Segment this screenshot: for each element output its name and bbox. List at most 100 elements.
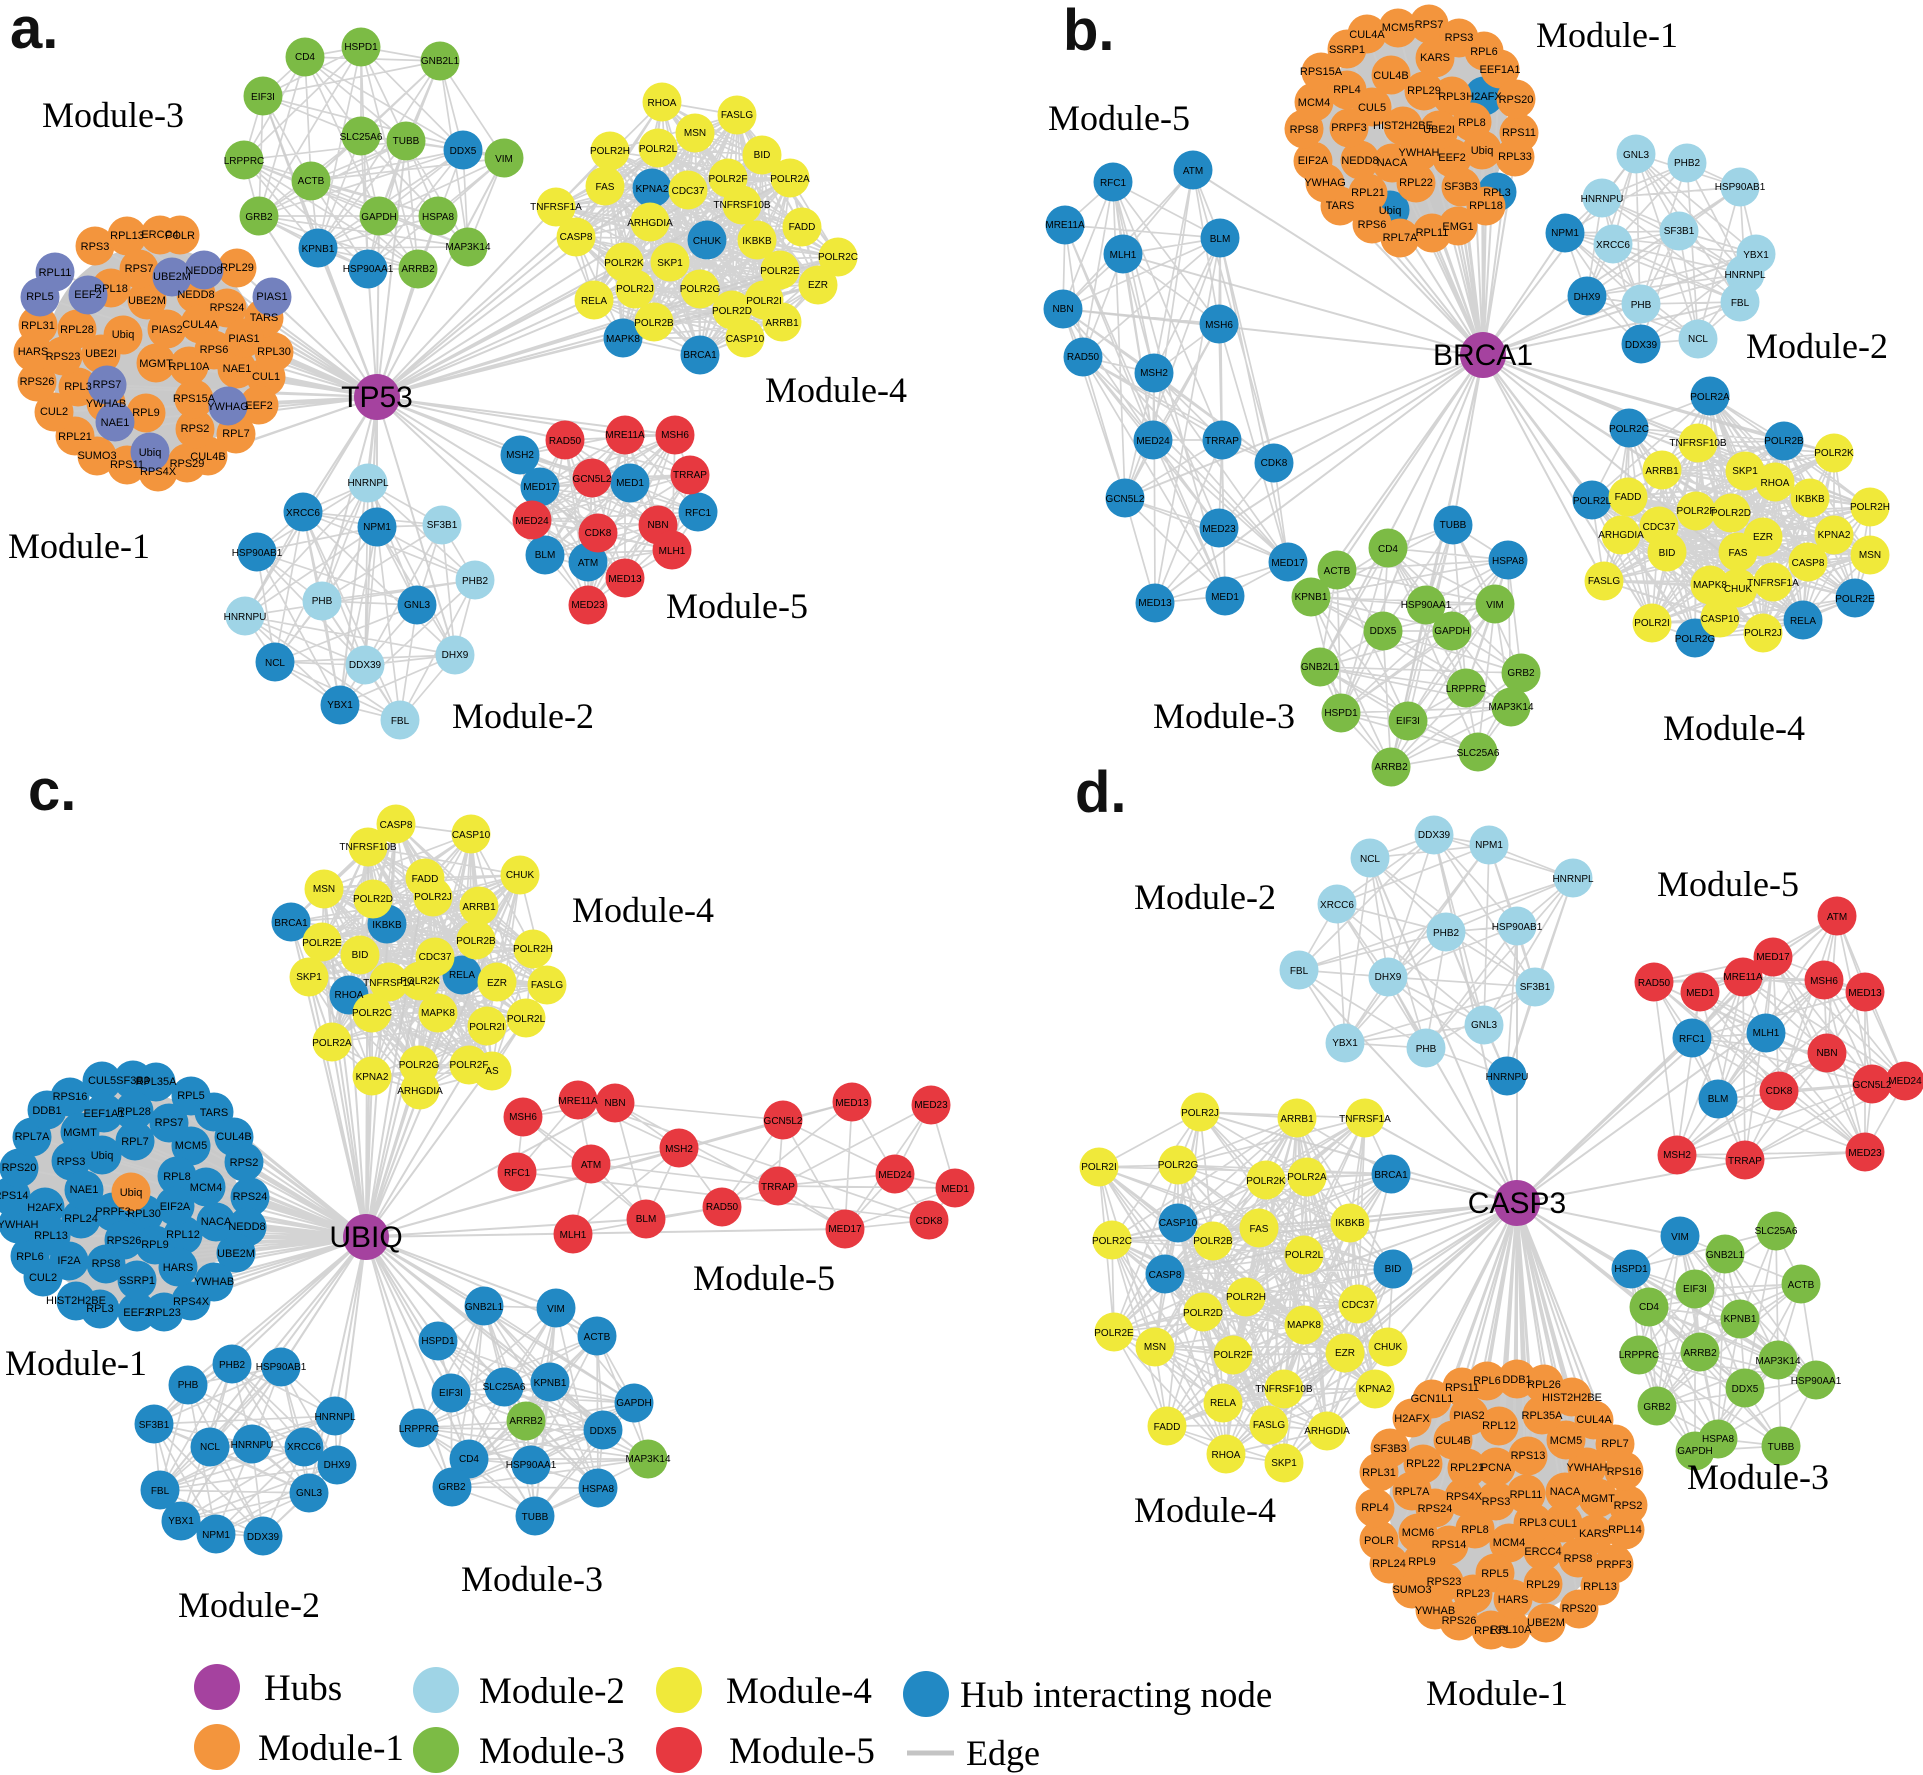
svg-text:CD4: CD4 [1378,544,1398,555]
svg-text:RPL9: RPL9 [141,1239,169,1251]
svg-text:RPS26: RPS26 [20,376,55,388]
svg-text:FADD: FADD [412,874,439,885]
svg-text:YBX1: YBX1 [327,700,353,711]
svg-text:TRRAP: TRRAP [761,1182,795,1193]
svg-text:SSRP1: SSRP1 [119,1275,155,1287]
svg-text:EZR: EZR [1335,1348,1355,1359]
svg-text:POLR2E: POLR2E [302,938,342,949]
svg-text:DHX9: DHX9 [1574,292,1601,303]
svg-text:POLR2H: POLR2H [513,944,553,955]
svg-text:MSN: MSN [684,128,706,139]
svg-text:RPS3: RPS3 [1445,32,1474,44]
svg-text:RELA: RELA [1790,616,1816,627]
svg-text:RPL29: RPL29 [1526,1579,1560,1591]
svg-text:Ubiq: Ubiq [112,329,135,341]
svg-text:POLR: POLR [165,230,195,242]
svg-text:TRRAP: TRRAP [1728,1156,1762,1167]
svg-text:Module-3: Module-3 [461,1559,603,1599]
svg-text:HNRNPL: HNRNPL [347,478,389,489]
svg-text:FBL: FBL [1731,298,1750,309]
svg-text:ARRB2: ARRB2 [509,1416,543,1427]
svg-text:MED17: MED17 [1756,952,1790,963]
svg-text:POLR2B: POLR2B [1764,436,1804,447]
svg-text:MSH2: MSH2 [506,450,534,461]
svg-text:RPS15A: RPS15A [1300,66,1343,78]
svg-text:ATM: ATM [1827,912,1847,923]
svg-text:ACTB: ACTB [298,176,325,187]
svg-text:RPS2: RPS2 [181,423,210,435]
svg-text:RPS7: RPS7 [1415,19,1444,31]
svg-text:Module-5: Module-5 [693,1258,835,1298]
svg-text:SUMO3: SUMO3 [77,450,116,462]
svg-text:POLR2I: POLR2I [1081,1162,1117,1173]
svg-text:POLR2E: POLR2E [760,266,800,277]
svg-text:MED24: MED24 [1888,1076,1922,1087]
svg-text:RPL5: RPL5 [26,291,54,303]
svg-text:MSN: MSN [313,884,335,895]
svg-text:POLR2B: POLR2B [456,936,496,947]
svg-text:FAS: FAS [596,182,615,193]
svg-text:RHOA: RHOA [1212,1450,1241,1461]
svg-text:MGMT: MGMT [63,1127,97,1139]
svg-text:MCM5: MCM5 [1550,1435,1582,1447]
svg-text:HSP90AB1: HSP90AB1 [232,548,283,559]
svg-text:PHB2: PHB2 [1674,158,1701,169]
svg-text:PHB: PHB [1631,300,1652,311]
svg-text:RPL13: RPL13 [34,1230,68,1242]
svg-text:POLR2F: POLR2F [709,174,748,185]
svg-text:RPL3: RPL3 [1438,91,1466,103]
svg-text:RPL3: RPL3 [1519,1517,1547,1529]
svg-text:YWHAB: YWHAB [86,398,126,410]
svg-text:POLR2F: POLR2F [450,1060,489,1071]
svg-text:RPL11: RPL11 [1510,1489,1543,1501]
svg-text:RPS24: RPS24 [233,1191,268,1203]
svg-text:NBN: NBN [1052,304,1073,315]
svg-text:UBE2M: UBE2M [1527,1617,1565,1629]
svg-text:PHB: PHB [1416,1044,1437,1055]
svg-text:RPL13: RPL13 [1583,1581,1617,1593]
svg-text:RPL21: RPL21 [1450,1462,1484,1474]
svg-text:MED1: MED1 [1211,592,1239,603]
svg-text:RPL24: RPL24 [1372,1558,1406,1570]
svg-text:RPL4: RPL4 [1333,84,1361,96]
svg-text:GRB2: GRB2 [1643,1402,1671,1413]
svg-text:YWHAB: YWHAB [1415,1605,1455,1617]
svg-text:GRB2: GRB2 [438,1482,466,1493]
svg-text:CASP10: CASP10 [726,334,765,345]
svg-text:NCL: NCL [265,658,285,669]
svg-text:Module-3: Module-3 [1153,696,1295,736]
svg-text:NAE1: NAE1 [223,363,252,375]
svg-text:MSH6: MSH6 [1205,320,1233,331]
svg-text:BRCA1: BRCA1 [274,918,308,929]
svg-text:KPNB1: KPNB1 [1295,592,1328,603]
svg-text:POLR: POLR [1364,1535,1394,1547]
svg-text:DDX5: DDX5 [450,146,477,157]
svg-text:BID: BID [352,950,369,961]
svg-text:Module-4: Module-4 [765,370,907,410]
svg-text:IF2A: IF2A [57,1255,81,1267]
svg-text:RPS20: RPS20 [1562,1603,1597,1615]
svg-text:SF3B1: SF3B1 [1664,226,1695,237]
svg-text:ARHGDIA: ARHGDIA [397,1086,443,1097]
svg-text:EIF2A: EIF2A [1298,155,1329,167]
svg-text:RPL35A: RPL35A [136,1076,178,1088]
svg-text:Module-3: Module-3 [1687,1457,1829,1497]
svg-text:RPS11: RPS11 [1445,1382,1479,1394]
svg-text:H2AFX: H2AFX [1466,91,1502,103]
svg-text:EIF3I: EIF3I [1683,1284,1707,1295]
svg-text:HSPA8: HSPA8 [1492,556,1524,567]
svg-text:GCN1L1: GCN1L1 [1411,1393,1454,1405]
svg-text:MSN: MSN [1144,1342,1166,1353]
svg-text:Ubiq: Ubiq [120,1187,143,1199]
svg-text:RPL5: RPL5 [1481,1568,1509,1580]
svg-text:CD4: CD4 [459,1454,479,1465]
svg-text:RPS3: RPS3 [1482,1496,1511,1508]
svg-text:Module-5: Module-5 [729,1731,875,1772]
svg-text:DHX9: DHX9 [324,1460,351,1471]
svg-text:CUL2: CUL2 [29,1272,57,1284]
svg-text:RPL14: RPL14 [1608,1524,1642,1536]
svg-text:ARRB1: ARRB1 [462,902,496,913]
svg-text:Module-1: Module-1 [1536,15,1678,55]
svg-text:ATM: ATM [1183,166,1203,177]
svg-text:MLH1: MLH1 [1753,1028,1780,1039]
